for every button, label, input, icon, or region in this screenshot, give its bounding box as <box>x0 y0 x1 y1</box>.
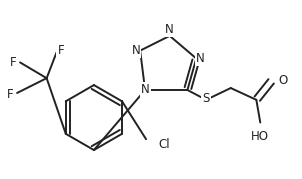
Text: N: N <box>141 83 149 96</box>
Text: F: F <box>57 44 64 57</box>
Text: F: F <box>7 88 13 101</box>
Text: N: N <box>165 23 174 36</box>
Text: N: N <box>131 44 140 57</box>
Text: Cl: Cl <box>158 138 169 151</box>
Text: S: S <box>202 92 210 105</box>
Text: HO: HO <box>251 130 269 143</box>
Text: N: N <box>196 52 205 65</box>
Text: F: F <box>9 56 16 69</box>
Text: O: O <box>278 74 287 87</box>
